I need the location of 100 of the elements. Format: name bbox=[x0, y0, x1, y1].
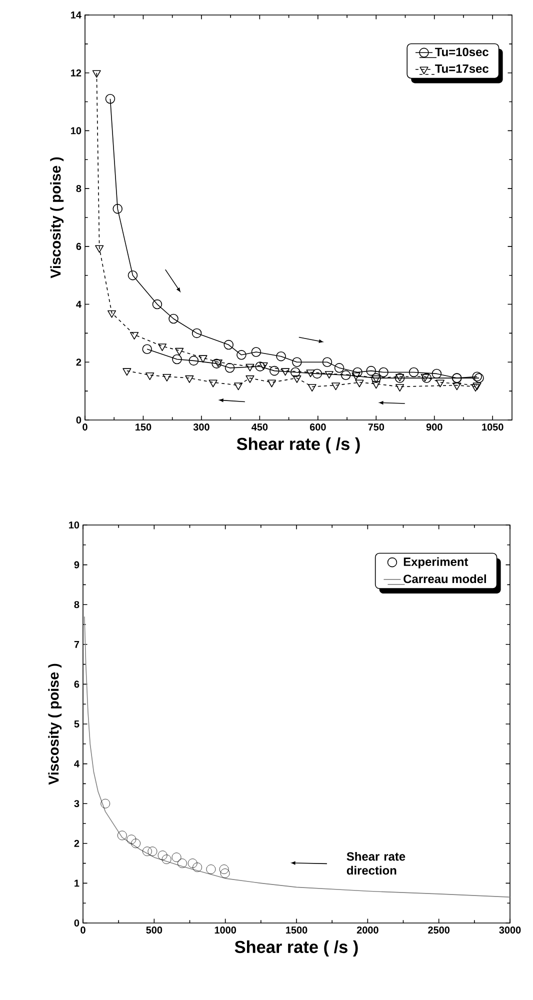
point bbox=[324, 371, 334, 379]
y-tick-label: 6 bbox=[76, 242, 82, 250]
point bbox=[308, 384, 316, 392]
point bbox=[267, 380, 276, 388]
legend-label: Experiment bbox=[404, 557, 468, 568]
point bbox=[92, 70, 101, 78]
point bbox=[372, 381, 380, 389]
point bbox=[420, 374, 430, 382]
point bbox=[259, 362, 268, 370]
point bbox=[306, 370, 315, 378]
point bbox=[162, 374, 172, 382]
point bbox=[208, 380, 218, 388]
legend-label: Tu=17sec bbox=[435, 64, 488, 73]
point bbox=[378, 367, 388, 378]
point bbox=[246, 375, 254, 383]
point bbox=[126, 834, 136, 844]
point bbox=[352, 372, 360, 380]
y-tick-label: 10 bbox=[71, 127, 82, 134]
y-tick-label: 5 bbox=[74, 720, 80, 728]
y-tick-label: 7 bbox=[74, 640, 80, 648]
x-tick-label: 3000 bbox=[499, 926, 521, 934]
point bbox=[281, 368, 290, 376]
x-tick-label: 900 bbox=[426, 424, 442, 431]
point bbox=[340, 370, 351, 380]
point bbox=[108, 310, 116, 318]
point bbox=[292, 357, 302, 368]
point bbox=[105, 94, 116, 104]
point bbox=[251, 347, 262, 357]
y-tick-label: 4 bbox=[76, 300, 82, 308]
point bbox=[158, 344, 167, 352]
x-tick-label: 2000 bbox=[356, 926, 378, 934]
y-tick-label: 4 bbox=[74, 760, 80, 768]
point bbox=[162, 854, 172, 864]
point bbox=[436, 380, 444, 388]
y-tick-label: 8 bbox=[76, 185, 82, 192]
point bbox=[224, 363, 235, 373]
point bbox=[172, 354, 182, 364]
line-series bbox=[84, 616, 510, 898]
point bbox=[452, 382, 462, 390]
y-tick-label: 0 bbox=[74, 919, 80, 927]
point bbox=[366, 366, 376, 376]
point bbox=[292, 375, 302, 383]
legend-label: Tu=10sec bbox=[435, 48, 488, 56]
point bbox=[146, 372, 154, 380]
point bbox=[131, 838, 140, 848]
point bbox=[220, 868, 230, 878]
point bbox=[322, 357, 332, 368]
point bbox=[290, 367, 300, 378]
x-tick-label: 600 bbox=[310, 424, 326, 431]
point bbox=[206, 864, 216, 874]
point bbox=[117, 830, 127, 840]
point bbox=[192, 328, 202, 338]
point bbox=[334, 363, 344, 373]
y-tick-label: 9 bbox=[74, 561, 80, 568]
y-tick-label: 2 bbox=[76, 358, 82, 366]
y-axis-title: Viscosity ( poise ) bbox=[50, 157, 64, 278]
x-tick-label: 1000 bbox=[214, 926, 236, 934]
point bbox=[168, 314, 178, 324]
y-tick-label: 8 bbox=[74, 601, 80, 608]
x-tick-label: 500 bbox=[146, 926, 162, 934]
point bbox=[219, 864, 229, 874]
point bbox=[188, 356, 199, 366]
x-tick-label: 750 bbox=[368, 424, 384, 431]
y-tick-label: 2 bbox=[74, 840, 80, 847]
point bbox=[355, 380, 364, 388]
y-tick-label: 1 bbox=[74, 880, 80, 887]
point bbox=[276, 351, 286, 362]
y-tick-label: 3 bbox=[74, 800, 80, 808]
point bbox=[234, 382, 243, 390]
y-axis-title: Viscosity ( poise ) bbox=[48, 664, 62, 785]
point bbox=[112, 204, 122, 214]
x-tick-label: 1500 bbox=[286, 926, 308, 934]
y-tick-label: 10 bbox=[69, 521, 80, 529]
point bbox=[178, 858, 187, 868]
point bbox=[224, 340, 234, 350]
x-axis-title: Shear rate ( /s ) bbox=[236, 437, 360, 454]
x-tick-label: 2500 bbox=[428, 926, 450, 934]
point bbox=[188, 858, 198, 868]
x-tick-label: 150 bbox=[136, 424, 152, 431]
point bbox=[432, 368, 442, 379]
annotation: Shear rate direction bbox=[346, 852, 406, 875]
point bbox=[408, 367, 419, 378]
point bbox=[396, 384, 404, 392]
point bbox=[352, 367, 362, 378]
point bbox=[331, 382, 340, 390]
point bbox=[246, 364, 254, 372]
x-tick-label: 0 bbox=[82, 424, 88, 431]
point bbox=[175, 348, 184, 356]
point bbox=[172, 852, 182, 862]
y-tick-label: 12 bbox=[71, 69, 82, 76]
point bbox=[130, 332, 139, 340]
y-tick-label: 14 bbox=[71, 12, 82, 18]
point bbox=[142, 846, 152, 856]
x-axis-title: Shear rate ( /s ) bbox=[234, 940, 358, 956]
x-tick-label: 300 bbox=[193, 424, 210, 431]
point bbox=[158, 850, 168, 860]
point bbox=[142, 344, 152, 354]
x-tick-label: 450 bbox=[252, 424, 268, 431]
point bbox=[236, 350, 246, 360]
point bbox=[128, 270, 138, 280]
